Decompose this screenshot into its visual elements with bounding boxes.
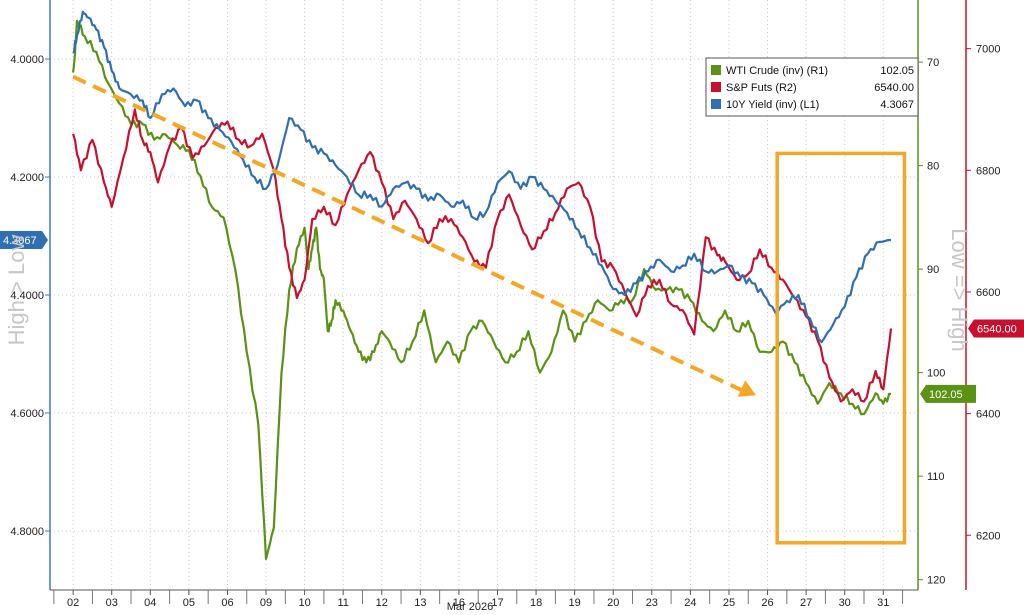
wti-last-badge [920,384,976,403]
x-tick-label: 20 [607,597,619,609]
legend: WTI Crude (inv) (R1) 102.05 S&P Futs (R2) 6… [705,57,919,117]
legend-label: 10Y Yield (inv) (L1) [726,99,819,111]
wti-tick-label: 110 [927,471,945,483]
series-line-r1 [72,19,892,560]
series-line-r2 [72,108,893,403]
x-tick-label: 23 [646,597,658,609]
wti-tick-label: 100 [927,368,945,380]
right-side-label: Low => High [947,228,972,352]
series-lines [72,10,893,560]
legend-label: S&P Futs (R2) [726,82,797,94]
x-tick-label: 26 [761,597,773,609]
x-tick-label: 12 [376,597,388,609]
legend-box [705,57,919,117]
left-tick-label: 4.2000 [10,172,44,184]
yield-last-badge [0,230,48,249]
x-tick-label: 30 [839,597,851,609]
legend-value: 4.3067 [880,99,914,111]
legend-swatch [711,99,721,109]
spx-last-badge [968,319,1024,338]
trend-arrow-head [737,380,756,397]
spx-last-label: 6540.00 [977,323,1017,335]
last-value-badges: 102.05 6540.00 4.3067 [0,230,1024,403]
left-tick-label: 4.8000 [10,526,44,538]
x-tick-label: 03 [106,597,118,609]
wti-last-label: 102.05 [929,389,963,401]
wti-tick-label: 80 [927,161,939,173]
trend-arrow-line [72,74,745,394]
x-tick-label: 31 [877,597,889,609]
x-tick-label: 24 [684,597,696,609]
x-tick-label: 02 [67,597,79,609]
x-tick-label: 05 [183,597,195,609]
x-tick-label: 04 [144,597,156,609]
x-axis: 02 03 04 05 06 09 10 11 12 13 16 17 18 19 20 23 24 25 26 27… [50,589,918,609]
legend-label: WTI Crude (inv) (R1) [726,65,828,77]
spx-tick-label: 7000 [976,44,1000,56]
x-axis-label: Mar 2026 [447,601,493,613]
grid [50,0,918,590]
spx-tick-label: 6800 [976,165,1000,177]
left-tick-label: 4.6000 [10,408,44,420]
x-tick-label: 13 [414,597,426,609]
highlight-box [775,151,907,545]
wti-tick-label: 70 [927,57,939,69]
legend-value: 6540.00 [874,82,914,94]
legend-swatch [711,82,721,92]
x-tick-label: 25 [723,597,735,609]
annotations [72,74,907,545]
left-y-axis: 4.0000 4.2000 4.4000 4.6000 4.8000 [10,0,51,590]
spx-tick-label: 6400 [976,409,1000,421]
x-tick-label: 11 [337,597,348,609]
wti-tick-label: 120 [927,575,945,587]
left-tick-label: 4.4000 [10,290,44,302]
x-tick-label: 18 [530,597,542,609]
right-y-axis-spx: 7000 6800 6600 6400 6200 [965,0,1000,590]
x-tick-label: 17 [491,597,503,609]
legend-swatch [711,65,721,75]
left-tick-label: 4.0000 [10,54,44,66]
x-tick-label: 19 [569,597,581,609]
x-tick-label: 10 [298,597,310,609]
x-tick-label: 16 [453,597,465,609]
series-line-l1 [72,10,892,344]
spx-tick-label: 6600 [976,287,1000,299]
legend-value: 102.05 [880,65,914,77]
spx-tick-label: 6200 [976,530,1000,542]
right-y-axis-wti: 70 80 90 100 110 120 [917,0,945,590]
x-tick-label: 09 [260,597,272,609]
left-side-label: High > Low [4,235,29,346]
wti-tick-label: 90 [927,264,939,276]
x-tick-label: 06 [221,597,233,609]
x-tick-label: 27 [800,597,812,609]
yield-last-label: 4.3067 [3,235,37,247]
